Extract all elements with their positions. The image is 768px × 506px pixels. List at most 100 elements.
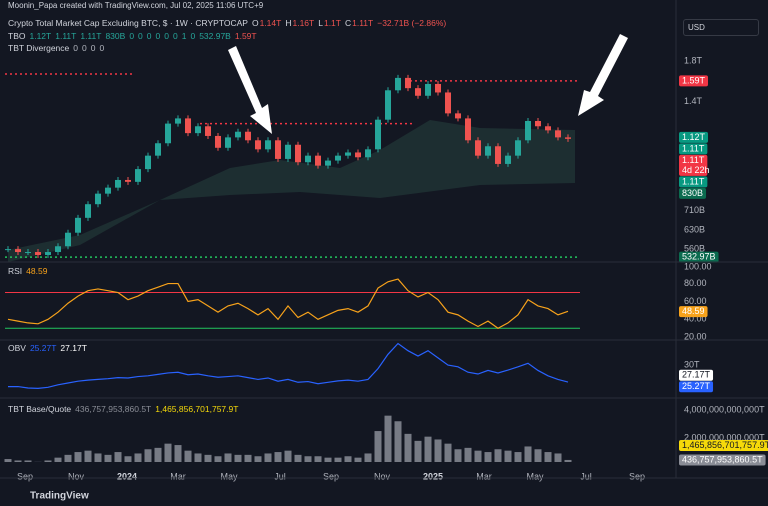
arrow	[228, 46, 272, 134]
ohlc-key: L	[318, 18, 323, 28]
tbo-value: 0	[172, 31, 178, 41]
candle	[305, 155, 311, 163]
x-tick-label: May	[220, 471, 238, 481]
tbo-name: TBO	[8, 31, 26, 41]
bar	[304, 456, 312, 462]
candle	[535, 120, 541, 127]
candle	[45, 252, 51, 255]
candle	[495, 146, 501, 164]
bar	[144, 449, 152, 462]
bar	[204, 454, 212, 462]
price-tag	[679, 251, 719, 263]
candle	[205, 126, 211, 136]
candle	[65, 232, 71, 247]
bar	[394, 421, 402, 462]
candle	[215, 135, 221, 148]
tbo-value: 0	[138, 31, 143, 41]
indicator-line	[8, 342, 569, 389]
candle	[225, 137, 231, 148]
candle	[25, 252, 31, 254]
bar	[194, 453, 202, 462]
candle	[355, 152, 361, 158]
x-tick-label: Nov	[68, 471, 85, 481]
x-tick-label: 2025	[423, 471, 443, 481]
candle	[155, 143, 161, 156]
x-tick-label: Sep	[323, 471, 339, 481]
candle	[275, 140, 281, 159]
ohlc-value: 1.11T	[352, 18, 374, 28]
ohlc-value: 1.1T	[323, 18, 341, 28]
candle	[145, 155, 151, 170]
cloud	[8, 120, 575, 262]
tbt-value: 0	[90, 43, 96, 53]
tbt-value: 0	[73, 43, 78, 53]
tbt-value: 0	[82, 43, 87, 53]
bar	[124, 456, 132, 462]
bar	[514, 452, 522, 462]
symbol-legend: Crypto Total Market Cap Excluding BTC, $…	[8, 18, 446, 28]
x-tick-label: Mar	[170, 471, 186, 481]
x-tick-label: Sep	[17, 471, 33, 481]
rsi-legend: RSI 48.59	[8, 266, 47, 276]
obv-legend: OBV 25.27T 27.17T	[8, 343, 87, 353]
y-tick-label: 20.00	[684, 332, 707, 342]
candle	[75, 217, 81, 233]
bar	[364, 453, 372, 462]
price-tag-label: 1.11T	[682, 155, 705, 165]
indicator-name: OBV	[8, 343, 26, 353]
candle	[185, 118, 191, 134]
currency-button[interactable]: USD	[683, 19, 759, 36]
x-tick-label: Nov	[680, 471, 697, 481]
bar	[74, 452, 82, 462]
bar	[24, 460, 32, 462]
price-tag	[679, 187, 707, 199]
bar	[294, 454, 302, 462]
candle	[445, 92, 451, 114]
bar	[224, 453, 232, 462]
price-tag-label: 1.59T	[682, 75, 706, 85]
ohlc-key: O	[251, 18, 259, 28]
candle	[175, 118, 181, 124]
candle	[435, 83, 441, 93]
candle	[15, 249, 21, 253]
x-tick-label: Jul	[580, 471, 592, 481]
y-tick-label: 60.00	[684, 296, 707, 306]
footer-brand: TradingView	[30, 491, 89, 502]
x-tick-label: May	[526, 471, 544, 481]
price-tag	[679, 131, 709, 143]
bar	[314, 456, 322, 462]
price-tag-label: 1.11T	[682, 176, 705, 186]
tbo-value: 1.11T	[55, 31, 77, 41]
candle	[375, 119, 381, 150]
bar	[444, 443, 452, 462]
indicator-name: TBT Base/Quote	[8, 404, 72, 414]
bar	[184, 450, 192, 462]
candle	[245, 131, 251, 141]
bar	[274, 452, 282, 462]
bar	[464, 447, 472, 462]
bar	[324, 457, 332, 462]
candle	[285, 144, 291, 159]
x-tick-label: 2024	[117, 471, 137, 481]
bar	[214, 456, 222, 462]
tbo-value: 0	[164, 31, 169, 41]
candle	[365, 149, 371, 158]
price-tag	[679, 369, 714, 381]
price-axis: 1.8T1.4T930B710B630B560B1.59T1.12T1.11T1…	[675, 0, 768, 478]
candle	[315, 155, 321, 166]
ohlc-key: H	[285, 18, 292, 28]
bar	[404, 433, 412, 462]
candle	[475, 140, 481, 156]
x-tick-label: Sep	[629, 471, 645, 481]
candle	[165, 123, 171, 144]
countdown: 4d 22h	[682, 165, 710, 175]
tbo-value: 1.11T	[80, 31, 102, 41]
candle	[395, 77, 401, 91]
arrow	[578, 34, 628, 116]
candle	[235, 131, 241, 138]
price-tag	[679, 306, 708, 318]
candle	[525, 120, 531, 141]
candle	[335, 155, 341, 161]
y-tick-label: 4,000,000,000,000T	[684, 404, 765, 414]
